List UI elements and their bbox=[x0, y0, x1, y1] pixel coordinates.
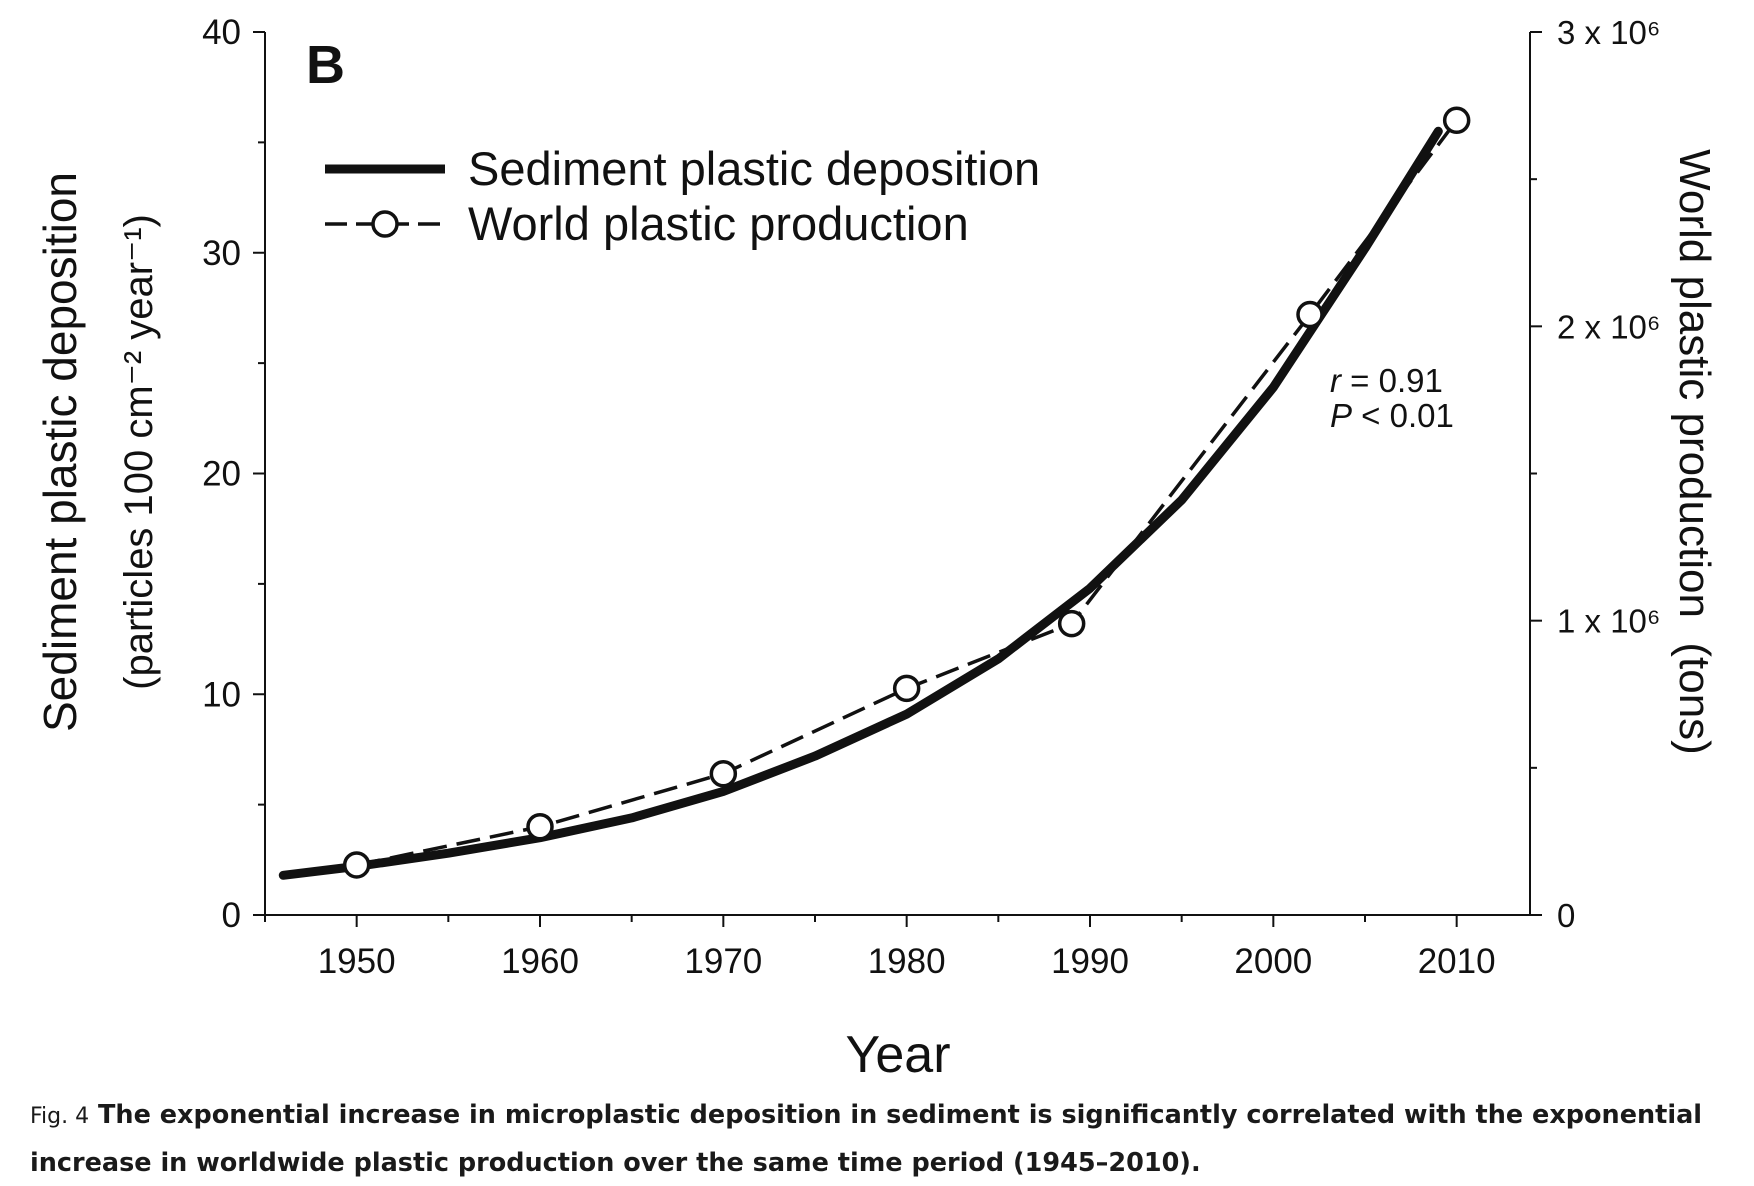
data-point-1980 bbox=[892, 674, 921, 703]
x-tick-label-1990: 1990 bbox=[1051, 942, 1129, 981]
legend-marker-world-production bbox=[371, 210, 399, 238]
y-axis-label: Sediment plastic deposition bbox=[34, 172, 86, 732]
x-tick-label-2010: 2010 bbox=[1418, 942, 1496, 981]
correlation-r-symbol: r bbox=[1330, 362, 1343, 399]
x-tick-label-1980: 1980 bbox=[868, 942, 946, 981]
data-point-2002 bbox=[1296, 300, 1324, 329]
significance-annotation: P < 0.01 bbox=[1330, 397, 1454, 434]
correlation-annotation: r = 0.91 bbox=[1330, 362, 1443, 399]
x-tick-label-1970: 1970 bbox=[684, 942, 762, 981]
legend-label-world-production: World plastic production bbox=[468, 197, 969, 250]
y2-tick-label-2000000: 2 x 10⁶ bbox=[1557, 308, 1660, 345]
legend-label-sediment-deposition: Sediment plastic deposition bbox=[468, 142, 1040, 195]
panel-label: B bbox=[306, 35, 345, 95]
y-tick-label-10: 10 bbox=[202, 675, 241, 714]
p-value-symbol: P bbox=[1330, 397, 1352, 434]
x-tick-label-1950: 1950 bbox=[318, 942, 396, 981]
p-value-value: < 0.01 bbox=[1352, 397, 1454, 434]
data-point-1989 bbox=[1057, 609, 1086, 638]
y2-tick-label-0: 0 bbox=[1557, 897, 1575, 934]
data-point-2010 bbox=[1442, 106, 1471, 135]
x-tick-label-2000: 2000 bbox=[1234, 942, 1312, 981]
data-point-1950 bbox=[342, 851, 371, 879]
y-tick-label-0: 0 bbox=[222, 896, 241, 935]
y2-tick-label-1000000: 1 x 10⁶ bbox=[1557, 603, 1660, 640]
x-tick-label-1960: 1960 bbox=[501, 942, 579, 981]
figure-caption-text: The exponential increase in microplastic… bbox=[30, 1100, 1703, 1178]
y-tick-label-20: 20 bbox=[202, 455, 241, 494]
figure-caption: Fig. 4 The exponential increase in micro… bbox=[30, 1092, 1730, 1186]
y2-tick-label-3000000: 3 x 10⁶ bbox=[1557, 14, 1660, 51]
data-point-1970 bbox=[709, 759, 738, 788]
series-line-sediment-deposition bbox=[278, 126, 1443, 880]
x-axis-label: Year bbox=[845, 1026, 950, 1080]
correlation-r-value: = 0.91 bbox=[1341, 362, 1443, 399]
figure-chart: 1950 1960 1970 1980 1990 2000 2010 0 10 20 30 40 0 1 … bbox=[34, 13, 1719, 1080]
y-tick-label-40: 40 bbox=[202, 13, 241, 52]
data-point-1960 bbox=[526, 812, 554, 841]
y-axis-units-label: (particles 100 cm⁻² year⁻¹) bbox=[117, 214, 161, 690]
figure-caption-label: Fig. 4 bbox=[30, 1104, 90, 1129]
y-tick-label-30: 30 bbox=[202, 234, 241, 273]
secondary-y-axis-label: World plastic production (tons) bbox=[1670, 149, 1719, 755]
